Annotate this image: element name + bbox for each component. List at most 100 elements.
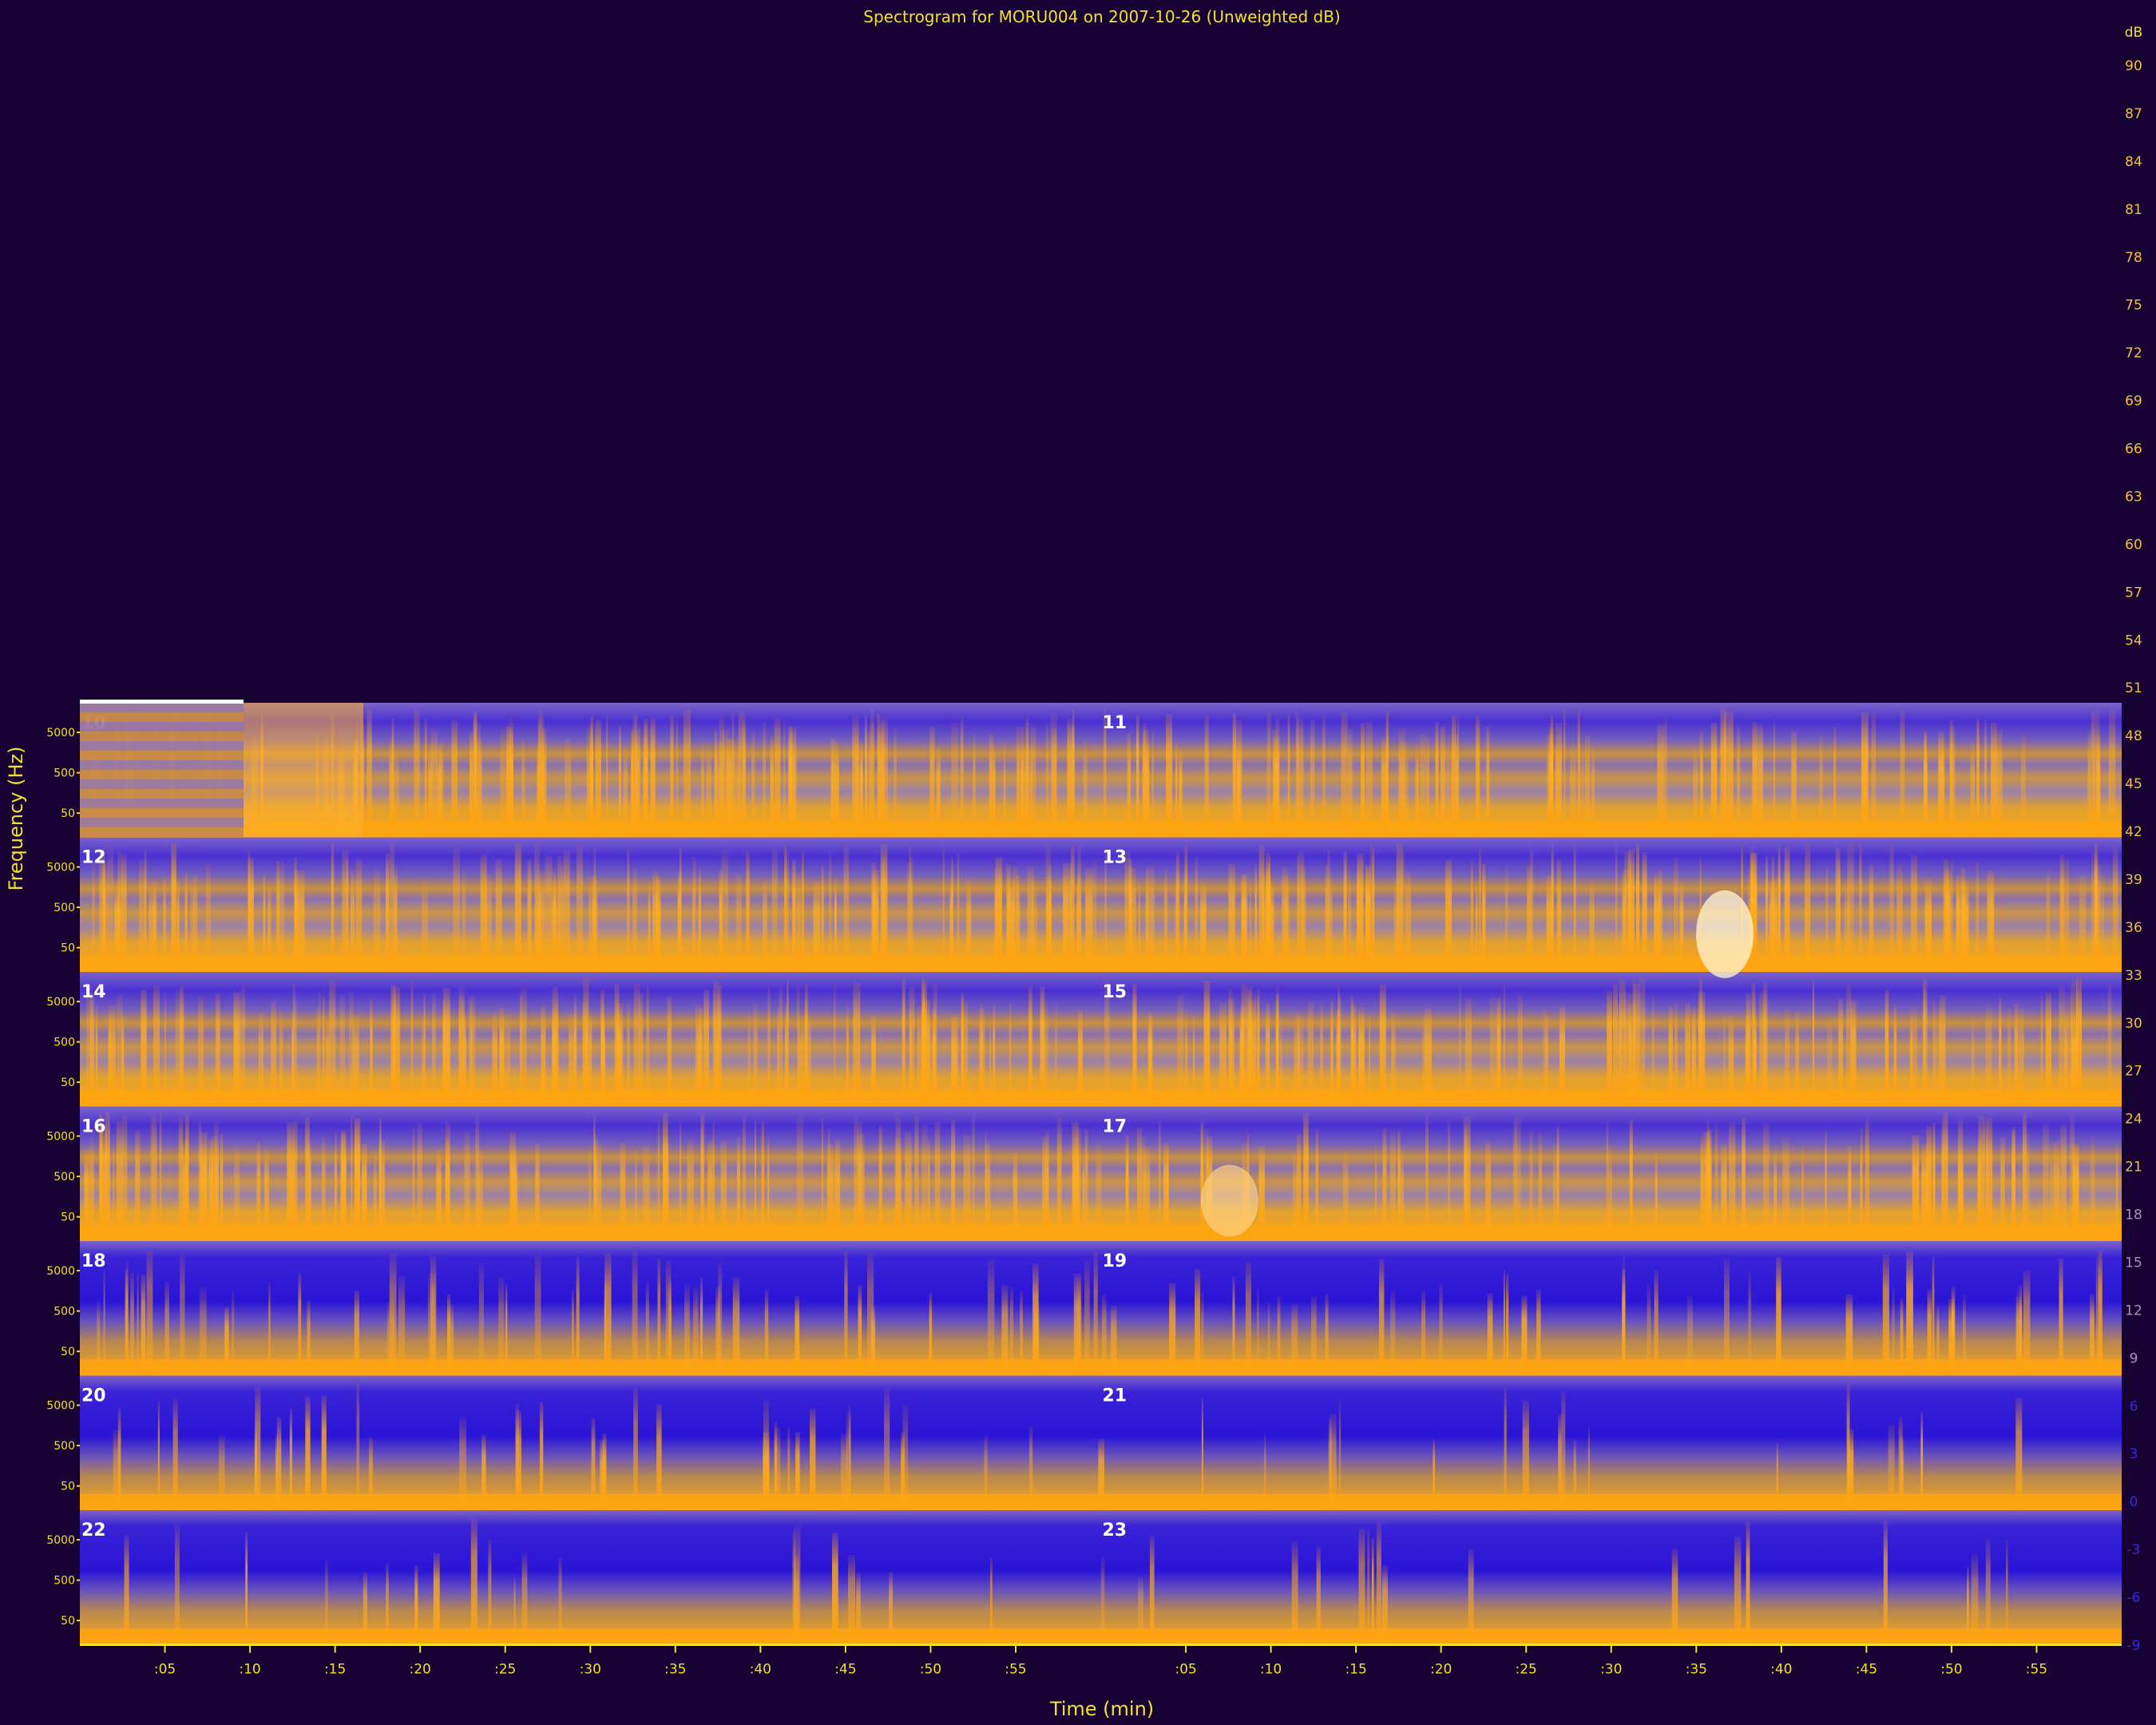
sound-event — [1158, 1121, 1161, 1241]
sound-event — [1642, 852, 1647, 972]
sound-event — [351, 1115, 353, 1241]
colorbar-label: 6 — [2130, 1398, 2138, 1414]
sound-event — [1892, 1285, 1895, 1376]
sound-event — [1241, 874, 1246, 972]
loud-event — [1696, 890, 1754, 978]
sound-event — [2098, 1250, 2102, 1376]
sound-event — [414, 1565, 418, 1645]
sound-event — [393, 986, 400, 1107]
x-tick-label: :10 — [239, 1662, 260, 1678]
sound-event — [367, 708, 372, 838]
sound-event — [1093, 1252, 1098, 1376]
sound-event — [1452, 715, 1456, 838]
sound-event — [1254, 863, 1258, 972]
sound-event — [1464, 1125, 1468, 1241]
sound-event — [832, 1533, 838, 1645]
sound-event — [521, 1552, 528, 1645]
sound-event — [264, 1148, 269, 1241]
x-axis: :05:10:15:20:25:30:35:40:45:50:55:05:10:… — [80, 1644, 2122, 1678]
sound-event — [240, 989, 242, 1107]
sound-event — [1266, 1003, 1270, 1107]
sound-event — [1679, 882, 1684, 972]
sound-event — [1976, 717, 1980, 838]
sound-event — [516, 1410, 521, 1510]
colorbar-label: 30 — [2125, 1016, 2142, 1032]
sound-event — [1984, 720, 1988, 838]
sound-event — [2094, 843, 2098, 972]
sound-event — [1435, 722, 1439, 838]
sound-event — [1635, 843, 1640, 972]
sound-event — [942, 847, 945, 972]
sound-event — [1619, 979, 1626, 1107]
sound-event — [978, 1008, 985, 1107]
colorbar-label: 12 — [2125, 1303, 2142, 1319]
spectrogram-row: 5000 500 50 18 19 — [46, 1241, 2122, 1376]
sound-event — [1425, 1116, 1429, 1241]
sound-event — [1042, 1136, 1049, 1241]
sound-event — [335, 1131, 337, 1241]
low-frequency-band — [80, 1224, 2122, 1241]
hour-label: 21 — [1103, 1386, 1128, 1406]
sound-event — [475, 1116, 480, 1241]
sound-event — [431, 993, 436, 1107]
sound-event — [700, 1277, 703, 1376]
sound-event — [929, 1293, 933, 1376]
sound-event — [1193, 1014, 1195, 1107]
sound-event — [1932, 1256, 1935, 1376]
sound-event — [902, 1404, 909, 1510]
sound-event — [1293, 1150, 1298, 1241]
sound-event — [200, 1287, 207, 1376]
sound-event — [707, 1141, 711, 1241]
sound-event — [1275, 994, 1279, 1107]
colorbar-label: 21 — [2125, 1160, 2142, 1176]
sound-event — [99, 851, 103, 972]
sound-event — [552, 1008, 557, 1107]
loud-event — [1201, 1164, 1258, 1237]
sound-event — [595, 720, 601, 838]
sound-event — [1084, 1128, 1088, 1241]
sound-event — [174, 1525, 180, 1645]
sound-event — [644, 723, 648, 838]
sound-event — [841, 1433, 848, 1510]
sound-event — [1757, 725, 1763, 838]
colorbar-label: 18 — [2125, 1208, 2142, 1223]
sound-event — [477, 1150, 483, 1241]
sound-event — [503, 1014, 511, 1107]
sound-event — [2015, 1297, 2022, 1376]
sound-event — [1939, 736, 1945, 838]
sound-event — [1007, 878, 1015, 972]
sound-event — [1270, 882, 1274, 972]
sound-event — [539, 1402, 544, 1510]
sound-event — [1933, 1007, 1940, 1107]
sound-event — [1496, 997, 1501, 1107]
sound-event — [565, 739, 572, 838]
sound-event — [144, 849, 147, 972]
colorbar-label: 42 — [2125, 824, 2142, 840]
sound-event — [858, 1285, 862, 1376]
sound-event — [1924, 880, 1932, 972]
sound-event — [1663, 718, 1667, 838]
sound-event — [1960, 867, 1966, 972]
uniform-segment — [80, 789, 244, 799]
colorbar-label: 90 — [2125, 58, 2142, 74]
sound-event — [268, 1283, 271, 1376]
sound-event — [1055, 1003, 1057, 1107]
sound-event — [287, 1122, 290, 1241]
sound-event — [2076, 978, 2082, 1107]
sound-event — [813, 881, 821, 972]
sound-event — [216, 993, 220, 1107]
sound-event — [618, 1012, 621, 1107]
x-tick-label: :20 — [409, 1662, 430, 1678]
sound-event — [1085, 867, 1093, 972]
sound-event — [2046, 869, 2051, 972]
sound-event — [894, 728, 897, 838]
sound-event — [1825, 1131, 1827, 1241]
y-axis-label: Frequency (Hz) — [5, 747, 27, 891]
sound-event — [1638, 977, 1646, 1107]
sound-event — [928, 1137, 930, 1241]
sound-event — [788, 726, 793, 838]
colorbar-label: 60 — [2125, 537, 2142, 553]
sound-event — [952, 1017, 959, 1107]
sound-event — [1971, 1553, 1979, 1645]
